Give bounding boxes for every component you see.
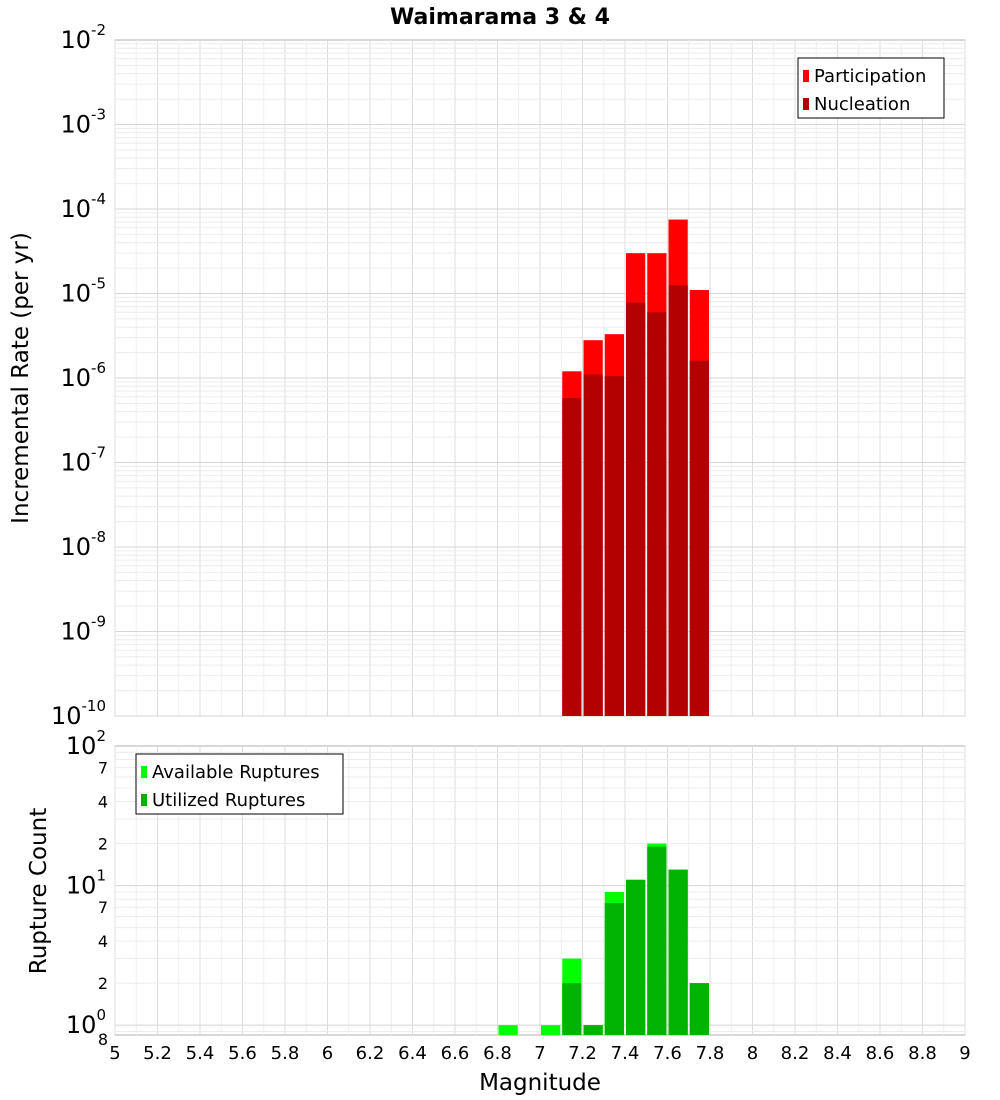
count-legend-swatch-1 [141,794,147,806]
rate-y-tick-label-3: 10-7 [60,444,106,477]
x-tick-label-14: 7.8 [696,1043,725,1064]
rate-y-ticks: 10-10 10-9 10-8 10-7 10-6 10-5 10-4 10-3 10-2 [51,21,106,730]
x-tick-label-11: 7.2 [568,1043,597,1064]
x-tick-label-7: 6.4 [398,1043,427,1064]
rate-y-tick-label-2: 10-8 [60,528,106,561]
x-tick-label-10: 7 [534,1043,545,1064]
count-bar-available-ruptures-1 [541,1025,561,1035]
x-tick-label-6: 6.2 [356,1043,385,1064]
count-panel: 100 101 102 8 2 4 7 2 4 7 Rupture Count Available… [26,727,966,1049]
count-y-minor-tick-label-1: 2 [98,974,108,993]
rate-legend-label-1: Nucleation [814,94,910,115]
rate-bar-nucleation-4 [647,312,667,716]
count-grid [114,746,966,1035]
count-legend-label-0: Available Ruptures [152,762,320,783]
count-bar-utilized-ruptures-6 [689,983,709,1035]
rate-y-tick-label-5: 10-5 [60,275,106,308]
count-bar-utilized-ruptures-2 [604,903,624,1035]
rate-y-tick-label-8: 10-2 [60,21,106,54]
count-y-tick-label-0: 100 [66,1006,106,1039]
x-tick-label-16: 8.2 [781,1043,810,1064]
count-y-minor-tick-label-0: 8 [98,1030,108,1049]
x-axis-label: Magnitude [479,1070,601,1096]
count-bar-utilized-ruptures-4 [647,846,667,1035]
count-legend-label-1: Utilized Ruptures [152,790,305,811]
rate-y-axis-label: Incremental Rate (per yr) [8,232,34,524]
count-y-axis-label: Rupture Count [26,808,52,974]
x-tick-labels: 5 5.2 5.4 5.6 5.8 6 6.2 6.4 6.6 6.8 7 7.2 7.4 7.6 7.8 8… [109,1043,970,1064]
x-tick-label-9: 6.8 [483,1043,512,1064]
x-tick-label-0: 5 [109,1043,120,1064]
x-tick-label-12: 7.4 [611,1043,640,1064]
rate-legend-swatch-0 [803,70,809,82]
rate-bars [562,219,709,717]
count-y-minor-tick-label-6: 7 [98,759,108,778]
count-y-minor-tick-label-4: 2 [98,835,108,854]
rate-y-tick-label-6: 10-4 [60,190,106,223]
rate-grid [114,40,966,717]
count-y-minor-tick-label-2: 4 [98,932,108,951]
rate-y-tick-label-4: 10-6 [60,359,106,392]
rate-bar-nucleation-5 [668,285,688,716]
count-legend-box [135,753,344,815]
rate-legend: Participation Nucleation [797,57,945,119]
count-bar-utilized-ruptures-1 [583,1025,603,1035]
x-tick-label-19: 8.8 [908,1043,937,1064]
chart-title: Waimarama 3 & 4 [390,5,610,30]
x-tick-label-13: 7.6 [653,1043,682,1064]
x-tick-label-5: 6 [322,1043,333,1064]
x-tick-label-3: 5.6 [228,1043,257,1064]
x-tick-label-18: 8.6 [866,1043,895,1064]
count-bar-utilized-ruptures-5 [668,869,688,1035]
rate-y-tick-label-1: 10-9 [60,613,106,646]
x-tick-label-8: 6.6 [441,1043,470,1064]
count-y-ticks: 100 101 102 8 2 4 7 2 4 7 [66,727,108,1049]
x-tick-label-1: 5.2 [143,1043,172,1064]
count-y-minor-tick-label-3: 7 [98,898,108,917]
rate-bar-nucleation-1 [583,374,603,716]
x-tick-label-15: 8 [747,1043,758,1064]
count-y-tick-label-2: 102 [66,727,106,760]
rate-panel: 10-10 10-9 10-8 10-7 10-6 10-5 10-4 10-3 10-2 In… [8,21,966,730]
rate-legend-box [797,57,945,119]
x-tick-label-4: 5.8 [271,1043,300,1064]
rate-bar-nucleation-3 [626,302,646,716]
rate-bar-nucleation-6 [689,360,709,716]
rate-bar-nucleation-0 [562,397,582,716]
count-bar-available-ruptures-0 [498,1025,518,1035]
count-y-tick-label-1: 101 [66,867,106,900]
count-legend: Available Ruptures Utilized Ruptures [135,753,344,815]
x-tick-label-2: 5.4 [186,1043,215,1064]
count-bars [498,843,709,1035]
rate-legend-label-0: Participation [814,66,926,87]
count-y-minor-tick-label-5: 4 [98,793,108,812]
rate-y-tick-label-7: 10-3 [60,106,106,139]
rate-legend-swatch-1 [803,98,809,110]
x-tick-label-17: 8.4 [823,1043,852,1064]
count-bar-utilized-ruptures-0 [562,983,582,1035]
rate-y-tick-label-0: 10-10 [51,697,106,730]
count-legend-swatch-0 [141,766,147,778]
x-tick-label-20: 9 [959,1043,970,1064]
rate-bar-nucleation-2 [604,376,624,716]
count-bar-utilized-ruptures-3 [626,879,646,1035]
